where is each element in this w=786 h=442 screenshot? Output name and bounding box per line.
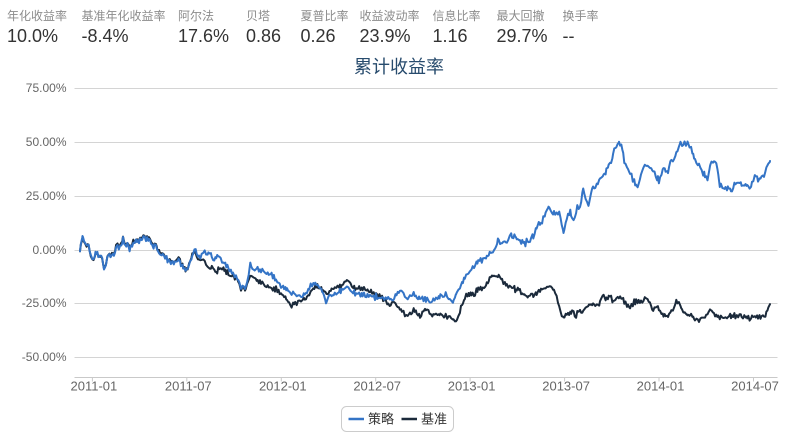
svg-text:2011-07: 2011-07	[165, 379, 212, 394]
svg-text:-50.00%: -50.00%	[22, 350, 67, 364]
svg-text:25.00%: 25.00%	[26, 189, 67, 203]
svg-text:2012-01: 2012-01	[259, 379, 307, 394]
svg-text:2012-07: 2012-07	[353, 379, 401, 394]
svg-text:0.00%: 0.00%	[32, 243, 66, 257]
svg-text:策略: 策略	[368, 412, 394, 427]
svg-text:2013-01: 2013-01	[448, 379, 496, 394]
svg-text:50.00%: 50.00%	[26, 135, 67, 149]
svg-text:2014-07: 2014-07	[731, 379, 779, 394]
svg-text:2011-01: 2011-01	[71, 379, 118, 394]
svg-text:基准: 基准	[421, 412, 447, 427]
svg-text:-25.00%: -25.00%	[22, 296, 67, 310]
svg-text:2013-07: 2013-07	[542, 379, 590, 394]
svg-text:75.00%: 75.00%	[26, 81, 67, 95]
svg-text:2014-01: 2014-01	[637, 379, 685, 394]
svg-text:累计收益率: 累计收益率	[354, 57, 444, 77]
